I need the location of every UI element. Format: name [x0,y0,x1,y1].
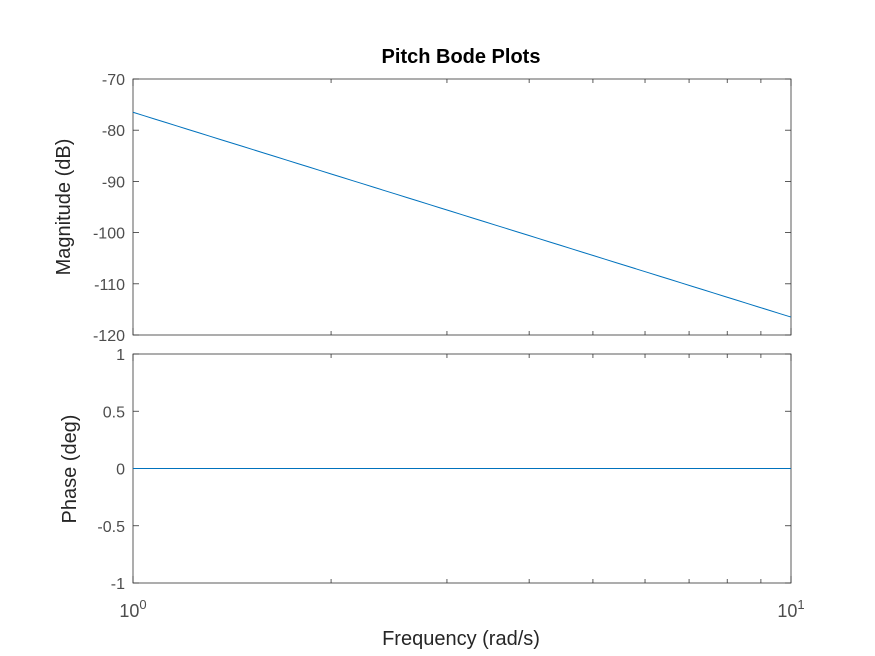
x-tick-labels: 100 101 [119,597,804,621]
phase-ytick-label: 0 [116,462,125,479]
magnitude-series-line [132,111,792,318]
magnitude-ytick-label: -110 [94,277,125,294]
magnitude-axes [132,78,792,336]
magnitude-ytick-label: -120 [93,328,125,345]
x-tick-label: 101 [777,597,804,621]
magnitude-ytick-label: -100 [93,226,125,243]
magnitude-ytick-label: -80 [102,123,125,140]
phase-ytick-label: -0.5 [97,519,125,536]
x-tick-label: 100 [119,597,146,621]
magnitude-ytick-label: -90 [102,174,125,191]
chart-title: Pitch Bode Plots [382,46,541,68]
phase-ticks [132,353,792,584]
magnitude-tick-labels: -70 -80 -90 -100 -110 -120 [93,72,125,345]
x-axis-label: Frequency (rad/s) [382,628,540,650]
magnitude-ylabel: Magnitude (dB) [53,139,75,276]
phase-ytick-label: 0.5 [103,404,125,421]
phase-ytick-label: 1 [116,347,125,364]
phase-ylabel: Phase (deg) [59,415,81,524]
magnitude-ytick-label: -70 [102,72,125,89]
phase-tick-labels: 1 0.5 0 -0.5 -1 [97,347,125,593]
phase-ytick-label: -1 [111,576,125,593]
magnitude-ticks [132,78,792,336]
